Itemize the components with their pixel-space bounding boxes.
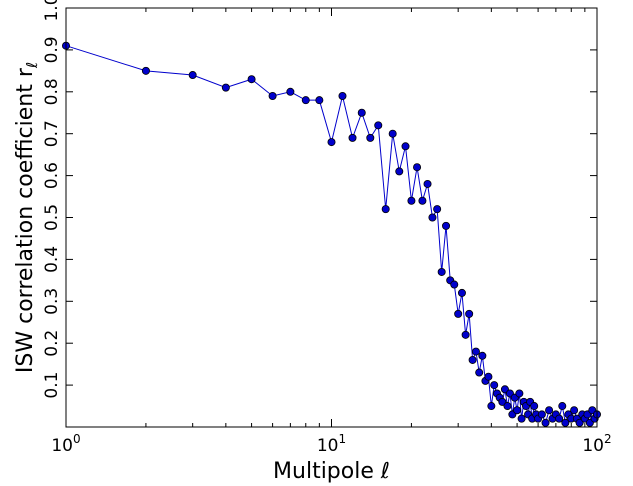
data-point: [575, 418, 584, 427]
y-tick-label: 0.5: [42, 204, 62, 231]
data-point: [450, 280, 459, 289]
data-point: [517, 414, 526, 423]
data-point: [418, 196, 427, 205]
data-point: [530, 402, 539, 411]
y-tick-label: 0.6: [42, 162, 62, 189]
y-axis-label: ISW correlation coefficient rℓ: [13, 62, 41, 373]
plot-frame: [65, 7, 598, 428]
data-point: [570, 406, 579, 415]
data-point: [461, 330, 470, 339]
data-point: [401, 142, 410, 151]
data-point: [500, 385, 509, 394]
x-axis-label: Multipole ℓ: [273, 459, 390, 484]
data-point: [487, 402, 496, 411]
data-point: [433, 205, 442, 214]
y-tick-label: 1.0: [42, 0, 62, 22]
data-point: [428, 213, 437, 222]
axis-ticks: 0.1 0.2 0.3 0.4 0.5 0.6 0.7 0.8 0.9 1.0 100 101 102: [42, 0, 612, 456]
data-point: [442, 221, 451, 230]
data-point: [381, 205, 390, 214]
y-tick-label: 0.1: [42, 372, 62, 399]
series-line: [65, 45, 598, 425]
data-point: [561, 418, 570, 427]
plot-area: [62, 41, 602, 427]
x-tick-label: 100: [51, 432, 80, 456]
data-point: [388, 129, 397, 138]
data-point: [545, 406, 554, 415]
data-point: [454, 309, 463, 318]
y-tick-label: 0.4: [42, 246, 62, 273]
data-point: [407, 196, 416, 205]
data-point: [188, 71, 197, 80]
y-tick-label: 0.3: [42, 288, 62, 315]
data-point: [286, 87, 295, 96]
data-point: [437, 267, 446, 276]
data-point: [498, 397, 507, 406]
data-point: [366, 133, 375, 142]
x-tick-label: 102: [582, 432, 611, 456]
data-point: [555, 414, 564, 423]
y-tick-label: 0.2: [42, 330, 62, 357]
data-point: [268, 91, 277, 100]
data-point: [221, 83, 230, 92]
data-point: [490, 381, 499, 390]
data-point: [338, 91, 347, 100]
data-point: [484, 372, 493, 381]
data-point: [413, 163, 422, 172]
y-tick-label: 0.7: [42, 120, 62, 147]
data-point: [558, 402, 567, 411]
data-point: [468, 355, 477, 364]
data-point: [537, 410, 546, 419]
data-point: [301, 96, 310, 105]
data-point: [357, 108, 366, 117]
data-point: [374, 121, 383, 130]
data-point: [513, 406, 522, 415]
data-point: [315, 96, 324, 105]
x-tick-label: 101: [317, 432, 346, 456]
data-point: [395, 167, 404, 176]
y-tick-label: 0.9: [42, 36, 62, 63]
data-point: [515, 389, 524, 398]
data-point: [327, 138, 336, 147]
data-point: [478, 351, 487, 360]
y-tick-label: 0.8: [42, 78, 62, 105]
data-point: [457, 288, 466, 297]
data-point: [141, 66, 150, 75]
data-point: [503, 402, 512, 411]
data-point: [247, 75, 256, 84]
data-point: [348, 133, 357, 142]
data-point: [423, 179, 432, 188]
data-point: [475, 368, 484, 377]
data-point: [471, 347, 480, 356]
data-point: [465, 309, 474, 318]
data-point: [541, 418, 550, 427]
